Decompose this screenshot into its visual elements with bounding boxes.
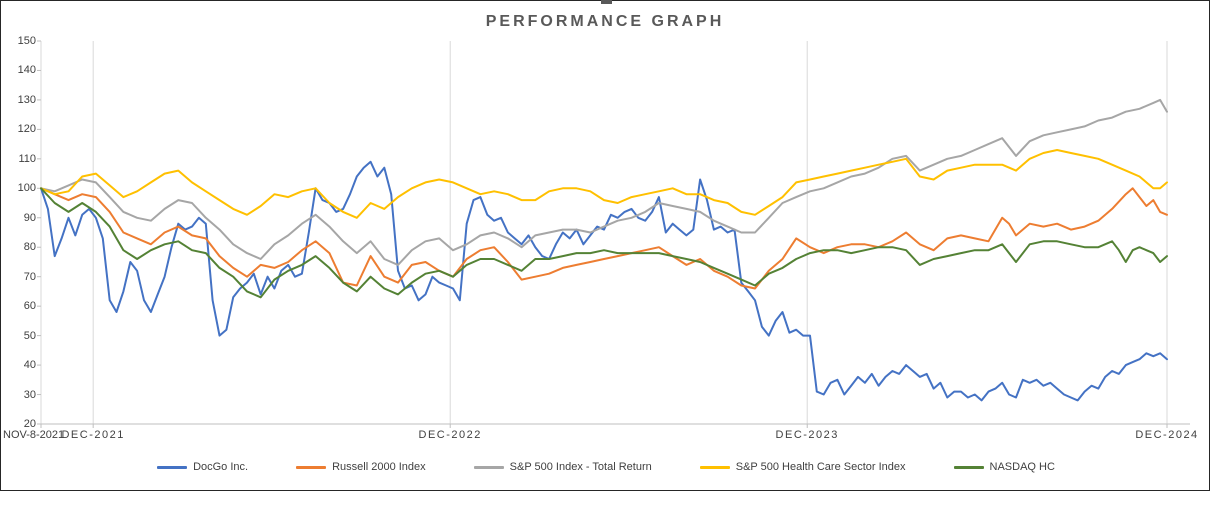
- y-tick-label: 150: [17, 35, 36, 47]
- y-tick-label: 100: [17, 182, 36, 195]
- y-tick-label: 30: [23, 388, 36, 401]
- y-tick-label: 90: [23, 211, 36, 224]
- legend-label-nasdaqhc: NASDAQ HC: [989, 461, 1055, 473]
- sp500hc-line-swatch: [699, 465, 730, 469]
- legend-item-nasdaqhc: NASDAQ HC: [953, 461, 1055, 473]
- legend-item-sp500hc: S&P 500 Health Care Sector Index: [699, 461, 906, 473]
- y-tick-label: 20: [23, 418, 36, 430]
- y-tick-label: 140: [17, 64, 36, 77]
- top-center-handle: [601, 0, 612, 4]
- legend-label-docgo: DocGo Inc.: [193, 461, 249, 473]
- legend-item-russell: Russell 2000 Index: [296, 461, 426, 473]
- y-tick-label: 130: [17, 93, 36, 106]
- legend-label-russell: Russell 2000 Index: [332, 461, 426, 473]
- y-tick-label: 80: [23, 241, 36, 254]
- legend: DocGo Inc. Russell 2000 Index S&P 500 In…: [0, 461, 1212, 473]
- chart-title: PERFORMANCE GRAPH: [485, 13, 725, 30]
- nasdaqhc-line-swatch: [953, 465, 984, 469]
- x-tick-label: DEC-2023: [775, 429, 839, 441]
- y-tick-label: 70: [23, 270, 36, 283]
- legend-label-sp500hc: S&P 500 Health Care Sector Index: [735, 461, 906, 473]
- y-tick-label: 40: [23, 359, 36, 372]
- russell-line-swatch: [296, 465, 327, 469]
- chart-frame[interactable]: PERFORMANCE GRAPH: [0, 0, 1210, 491]
- performance-chart: [37, 40, 1190, 428]
- series-line-nasdaq-hc: [40, 187, 1168, 299]
- y-tick-label: 120: [17, 123, 36, 136]
- legend-item-docgo: DocGo Inc.: [157, 461, 248, 473]
- docgo-line-swatch: [157, 465, 188, 469]
- x-tick-label: DEC-2024: [1135, 429, 1199, 441]
- x-tick-label: NOV-8-2021: [3, 429, 65, 441]
- sp500-line-swatch: [473, 465, 504, 469]
- legend-label-sp500: S&P 500 Index - Total Return: [509, 461, 652, 473]
- legend-item-sp500: S&P 500 Index - Total Return: [473, 461, 652, 473]
- y-tick-label: 50: [23, 329, 36, 342]
- series-line-docgo-inc: [40, 160, 1168, 402]
- y-tick-label: 60: [23, 300, 36, 313]
- y-tick-label: 110: [18, 152, 36, 165]
- series-line-s-p-500-health-care-sector-index: [40, 149, 1168, 219]
- x-tick-label: DEC-2021: [61, 429, 125, 441]
- x-tick-label: DEC-2022: [418, 429, 482, 441]
- series-line-s-p-500-index-total-return: [40, 98, 1168, 266]
